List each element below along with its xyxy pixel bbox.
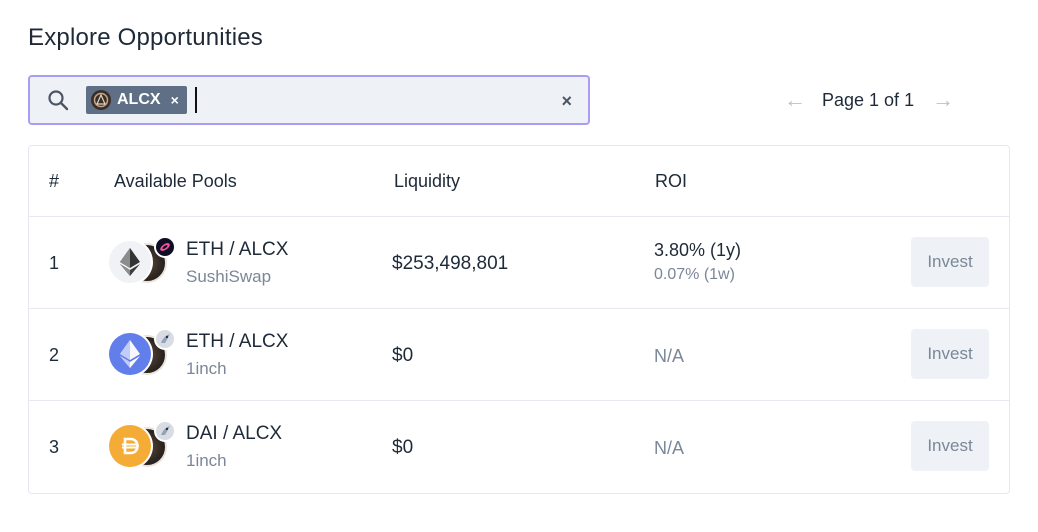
roi-value: N/A [654, 438, 685, 458]
roi-yearly: 3.80% (1y) [654, 240, 742, 260]
pool-platform: SushiSwap [186, 267, 272, 286]
row-number: 1 [49, 253, 60, 273]
pool-liquidity: $0 [392, 345, 414, 366]
table-row: 2 ETH / ALCX 1inch $0 N/A Invest [29, 309, 1009, 401]
pool-icons [109, 420, 176, 469]
1inch-icon [154, 328, 176, 350]
invest-button[interactable]: Invest [911, 329, 989, 379]
chip-label: ALCX [117, 91, 161, 108]
header-liquidity: Liquidity [394, 171, 461, 191]
next-page-icon[interactable]: → [932, 87, 955, 112]
clear-search-icon[interactable]: × [561, 91, 572, 111]
alcx-token-icon [91, 90, 111, 110]
header-num: # [49, 171, 60, 191]
page-title: Explore Opportunities [28, 24, 263, 51]
chip-remove-icon[interactable]: × [170, 92, 179, 108]
invest-button[interactable]: Invest [911, 237, 989, 287]
row-number: 2 [49, 345, 60, 365]
row-number: 3 [49, 437, 60, 457]
table-row: 3 DAI / ALCX 1inch $0 N/A Invest [29, 401, 1009, 493]
pool-platform: 1inch [186, 451, 227, 470]
roi-weekly: 0.07% (1w) [654, 266, 735, 283]
pool-platform: 1inch [186, 359, 227, 378]
table-row: 1 ETH / ALCX SushiSwap $253,498,801 3.80… [29, 217, 1009, 309]
text-caret [194, 87, 197, 113]
pool-liquidity: $253,498,801 [392, 253, 509, 274]
pool-liquidity: $0 [392, 437, 414, 458]
pool-name: ETH / ALCX [186, 331, 289, 352]
pool-name: ETH / ALCX [186, 239, 289, 260]
pool-icons [109, 328, 176, 377]
filter-chip-alcx: ALCX × [86, 86, 187, 114]
pool-name: DAI / ALCX [186, 423, 283, 444]
prev-page-icon[interactable]: ← [784, 87, 806, 112]
header-pools: Available Pools [114, 171, 237, 191]
header-roi: ROI [655, 171, 688, 191]
eth-icon [109, 333, 151, 375]
search-icon [46, 88, 70, 112]
search-input[interactable]: ALCX × × [28, 75, 590, 125]
eth-icon [109, 241, 151, 283]
sushiswap-icon [154, 236, 176, 258]
dai-icon [109, 425, 151, 467]
table-header: # Available Pools Liquidity ROI [29, 146, 1009, 217]
roi-value: N/A [654, 346, 685, 366]
pools-table: # Available Pools Liquidity ROI 1 ETH / … [28, 145, 1010, 494]
page-indicator: Page 1 of 1 [822, 89, 915, 110]
pool-icons [109, 236, 176, 285]
invest-button[interactable]: Invest [911, 421, 989, 471]
pagination: ← Page 1 of 1 → [780, 87, 958, 112]
1inch-icon [154, 420, 176, 442]
